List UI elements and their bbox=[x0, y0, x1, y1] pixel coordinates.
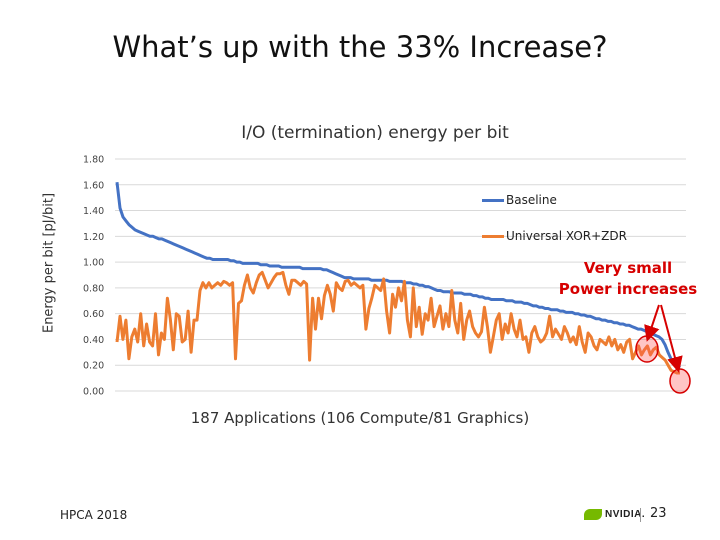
x-axis-label: 187 Applications (106 Compute/81 Graphic… bbox=[190, 409, 530, 427]
y-tick-labels: 0.00 0.20 0.40 0.60 0.80 1.00 1.20 1.40 1.60 1.80 bbox=[83, 155, 104, 398]
y-tick-label: 1.80 bbox=[83, 155, 104, 166]
highlight-circle bbox=[669, 368, 691, 394]
y-tick-label: 1.20 bbox=[83, 232, 104, 243]
y-tick-label: 0.80 bbox=[83, 283, 104, 294]
annotation-line-1: Very small bbox=[583, 259, 673, 277]
y-tick-label: 1.00 bbox=[83, 258, 104, 269]
y-tick-label: 0.40 bbox=[83, 335, 104, 346]
y-tick-label: 1.40 bbox=[83, 206, 104, 217]
series-line-universal-xor-zdr bbox=[115, 270, 680, 375]
y-tick-label: 0.00 bbox=[83, 387, 104, 398]
annotation-markers bbox=[635, 304, 691, 394]
y-tick-label: 0.20 bbox=[83, 361, 104, 372]
power-increase-annotation: Very small Power increases bbox=[548, 258, 708, 300]
legend-swatch-baseline bbox=[482, 198, 504, 202]
nvidia-eye-icon bbox=[584, 509, 602, 520]
legend-label-baseline: Baseline bbox=[506, 193, 557, 207]
chart-title: I/O (termination) energy per bit bbox=[241, 123, 509, 143]
legend-swatch-universal-xor-zdr bbox=[482, 234, 504, 238]
y-tick-label: 0.60 bbox=[83, 309, 104, 320]
chart-gridlines bbox=[115, 158, 686, 392]
annotation-line-2: Power increases bbox=[558, 280, 698, 298]
legend-item-baseline: Baseline bbox=[482, 192, 557, 208]
nvidia-logo: NVIDIA. bbox=[584, 509, 645, 520]
annotation-arrow bbox=[660, 304, 683, 373]
slide-title: What’s up with the 33% Increase? bbox=[112, 30, 608, 64]
annotation-arrow bbox=[644, 304, 660, 342]
nvidia-wordmark: NVIDIA. bbox=[605, 509, 646, 520]
footer-divider bbox=[640, 508, 641, 522]
chart-series-lines bbox=[115, 182, 681, 375]
legend-label-universal-xor-zdr: Universal XOR+ZDR bbox=[506, 229, 627, 243]
legend-item-universal-xor-zdr: Universal XOR+ZDR bbox=[482, 228, 627, 244]
conference-footer: HPCA 2018 bbox=[60, 508, 128, 522]
page-number: 23 bbox=[650, 506, 667, 521]
highlight-circle bbox=[635, 335, 659, 363]
y-tick-label: 1.60 bbox=[83, 180, 104, 191]
series-line-baseline bbox=[115, 182, 681, 369]
